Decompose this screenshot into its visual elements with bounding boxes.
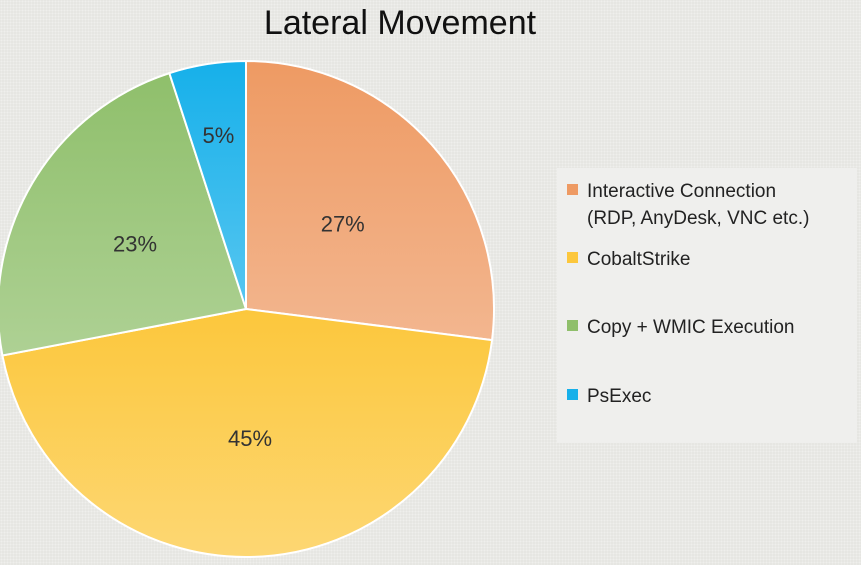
- legend-item-interactive-connection: Interactive Connection (RDP, AnyDesk, VN…: [567, 178, 809, 232]
- slice-value-label: 45%: [228, 426, 272, 451]
- legend-swatch: [567, 389, 578, 400]
- legend-label: Interactive Connection (RDP, AnyDesk, VN…: [587, 181, 810, 229]
- chart-title: Lateral Movement: [263, 4, 537, 42]
- chart-legend: Interactive Connection (RDP, AnyDesk, VN…: [557, 168, 857, 443]
- legend-swatch: [567, 184, 578, 195]
- slice-psexec: [168, 59, 247, 310]
- slice-value-label: 23%: [113, 231, 157, 256]
- legend-item-cobaltstrike: CobaltStrike: [567, 246, 691, 273]
- slice-value-label: 27%: [321, 212, 365, 237]
- legend-label: PsExec: [587, 386, 652, 407]
- legend-label: Copy + WMIC Execution: [587, 317, 795, 338]
- slice-value-label: 5%: [203, 123, 235, 148]
- legend-swatch: [567, 320, 578, 331]
- slice-interactive-connection: [245, 59, 495, 342]
- legend-item-psexec: PsExec: [567, 383, 651, 410]
- legend-item-copy-wmic: Copy + WMIC Execution: [567, 314, 795, 341]
- slice-cobaltstrike: [1, 307, 494, 558]
- slice-copy-wmic: [0, 71, 248, 357]
- legend-label: CobaltStrike: [587, 249, 691, 270]
- legend-swatch: [567, 252, 578, 263]
